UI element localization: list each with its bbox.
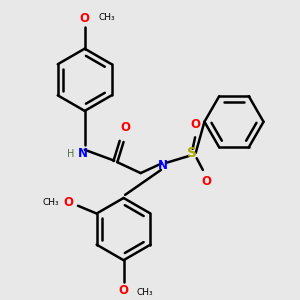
Text: O: O [80, 12, 90, 25]
Text: O: O [201, 175, 211, 188]
Text: N: N [78, 147, 88, 160]
Text: H: H [67, 149, 74, 159]
Text: O: O [190, 118, 200, 131]
Text: CH₃: CH₃ [43, 198, 59, 207]
Text: CH₃: CH₃ [136, 288, 153, 297]
Text: CH₃: CH₃ [99, 13, 115, 22]
Text: N: N [158, 159, 167, 172]
Text: O: O [63, 196, 73, 209]
Text: O: O [120, 121, 130, 134]
Text: S: S [187, 146, 197, 160]
Text: O: O [118, 284, 129, 298]
